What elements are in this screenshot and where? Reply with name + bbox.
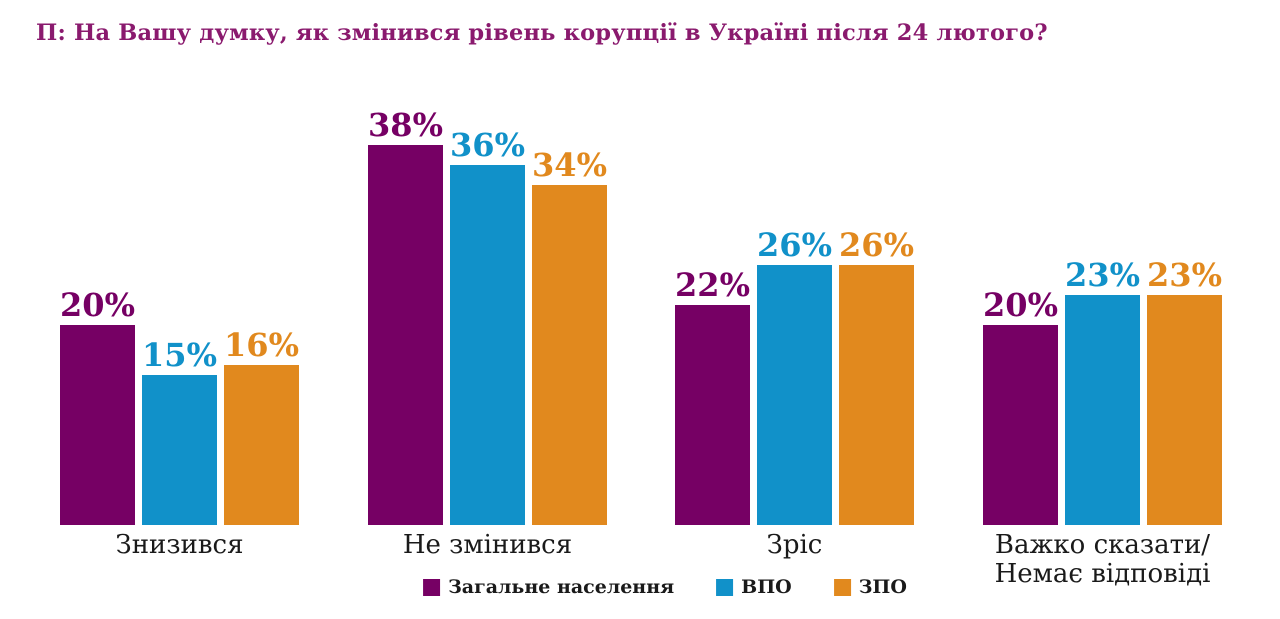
bar-cell-general-population-4: 20% (983, 289, 1058, 525)
bar-general-population-3 (675, 305, 750, 525)
bar-cell-zpo-2: 34% (532, 149, 607, 525)
bar-value-label: 23% (1065, 256, 1140, 294)
legend-item-vpo: ВПО (716, 576, 792, 598)
bar-zpo-4 (1147, 295, 1222, 525)
bar-value-label: 26% (839, 226, 914, 264)
bar-vpo-3 (757, 265, 832, 525)
bar-general-population-2 (368, 145, 443, 525)
bar-group-1: 20% 15% 16% (60, 289, 299, 525)
bar-cell-vpo-2: 36% (450, 129, 525, 525)
bar-cell-zpo-3: 26% (839, 229, 914, 525)
legend-swatch-vpo (716, 578, 734, 596)
bar-cell-vpo-1: 15% (142, 339, 217, 525)
bar-vpo-4 (1065, 295, 1140, 525)
legend-item-zpo: ЗПО (833, 576, 907, 598)
bar-value-label: 23% (1147, 256, 1222, 294)
bar-value-label: 20% (983, 286, 1058, 324)
category-label-2: Не змінився (402, 530, 573, 560)
bar-cell-vpo-3: 26% (757, 229, 832, 525)
category-label-3: Зріс (766, 530, 823, 560)
category-label-4: Важко сказати/ Немає відповіді (994, 530, 1211, 590)
bar-value-label: 20% (60, 286, 135, 324)
bar-cell-vpo-4: 23% (1065, 259, 1140, 525)
legend-label-vpo: ВПО (741, 576, 792, 598)
bar-general-population-1 (60, 325, 135, 525)
bar-cell-zpo-4: 23% (1147, 259, 1222, 525)
legend: Загальне населення ВПО ЗПО (423, 576, 907, 598)
bar-value-label: 26% (757, 226, 832, 264)
bar-general-population-4 (983, 325, 1058, 525)
bar-cell-general-population-3: 22% (675, 269, 750, 525)
category-label-1: Знизився (115, 530, 244, 560)
bar-cell-general-population-1: 20% (60, 289, 135, 525)
bar-zpo-2 (532, 185, 607, 525)
bar-vpo-2 (450, 165, 525, 525)
bar-value-label: 22% (675, 266, 750, 304)
bar-group-2: 38% 36% 34% (368, 109, 607, 525)
legend-label-zpo: ЗПО (858, 576, 907, 598)
bar-value-label: 34% (532, 146, 607, 184)
bar-cell-zpo-1: 16% (224, 329, 299, 525)
legend-item-general-population: Загальне населення (423, 576, 674, 598)
bar-zpo-3 (839, 265, 914, 525)
bar-vpo-1 (142, 375, 217, 525)
bar-value-label: 16% (224, 326, 299, 364)
chart-title: П: На Вашу думку, як змінився рівень кор… (36, 20, 1048, 46)
bar-cell-general-population-2: 38% (368, 109, 443, 525)
bar-value-label: 38% (368, 106, 443, 144)
bar-value-label: 15% (142, 336, 217, 374)
bar-zpo-1 (224, 365, 299, 525)
legend-swatch-zpo (833, 578, 851, 596)
legend-swatch-general-population (423, 578, 441, 596)
bar-group-3: 22% 26% 26% (675, 229, 914, 525)
bar-value-label: 36% (450, 126, 525, 164)
legend-label-general-population: Загальне населення (448, 576, 675, 598)
bar-group-4: 20% 23% 23% (983, 259, 1222, 525)
